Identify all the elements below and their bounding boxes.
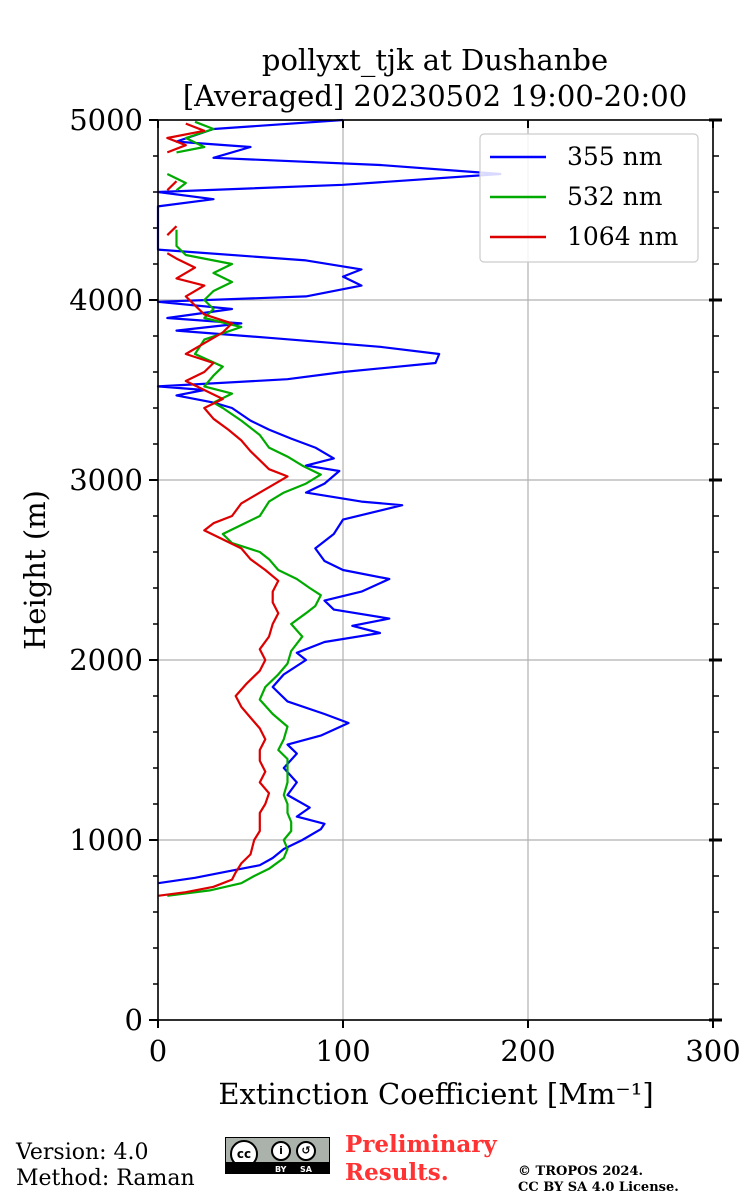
y-tick-label: 5000 bbox=[69, 103, 143, 137]
plot-frame bbox=[157, 119, 714, 1021]
method-text: Method: Raman bbox=[16, 1166, 195, 1191]
y-axis-label: Height (m) bbox=[18, 490, 52, 650]
legend-label-532: 532 nm bbox=[567, 182, 663, 211]
series-line-1064-nm bbox=[157, 122, 289, 897]
x-tick-label: 300 bbox=[685, 1034, 740, 1068]
x-axis-label: Extinction Coefficient [Mm⁻¹] bbox=[218, 1077, 653, 1111]
y-tick-label: 4000 bbox=[69, 283, 143, 317]
sa-share-alike-icon: ↺ bbox=[296, 1141, 316, 1161]
legend-box bbox=[479, 133, 699, 263]
copyright-note: © TROPOS 2024. CC BY SA 4.0 License. bbox=[518, 1164, 679, 1196]
legend-label-1064: 1064 nm bbox=[567, 222, 679, 251]
cc-license-badge-icon: cc i ↺ BY SA bbox=[225, 1137, 330, 1174]
y-tick-label: 0 bbox=[125, 1003, 143, 1037]
cc-by-label: BY bbox=[275, 1165, 287, 1174]
chart-title-line2: [Averaged] 20230502 19:00-20:00 bbox=[183, 79, 687, 113]
chart-title-line1: pollyxt_tjk at Dushanbe bbox=[262, 43, 608, 78]
x-tick-label: 100 bbox=[315, 1034, 370, 1068]
copyright-line2: CC BY SA 4.0 License. bbox=[518, 1180, 679, 1195]
x-tick-label: 200 bbox=[500, 1034, 555, 1068]
preliminary-line2: Results. bbox=[345, 1159, 449, 1186]
cc-sa-label: SA bbox=[300, 1165, 312, 1174]
preliminary-line1: Preliminary bbox=[345, 1131, 497, 1158]
preliminary-results-note: Preliminary Results. bbox=[345, 1131, 497, 1187]
y-tick-label: 2000 bbox=[69, 643, 143, 677]
x-tick-label: 0 bbox=[149, 1034, 167, 1068]
y-tick-label: 3000 bbox=[69, 463, 143, 497]
series-line-532-nm bbox=[166, 120, 322, 897]
series-lines bbox=[156, 118, 502, 897]
cc-badge-strip bbox=[226, 1162, 329, 1173]
legend: 355 nm 532 nm 1064 nm bbox=[479, 133, 699, 263]
series-line-355-nm bbox=[156, 118, 502, 885]
by-attribution-icon: i bbox=[271, 1141, 291, 1161]
version-text: Version: 4.0 bbox=[16, 1140, 149, 1165]
y-tick-label: 1000 bbox=[69, 823, 143, 857]
copyright-line1: © TROPOS 2024. bbox=[518, 1164, 644, 1179]
legend-label-355: 355 nm bbox=[567, 142, 663, 171]
